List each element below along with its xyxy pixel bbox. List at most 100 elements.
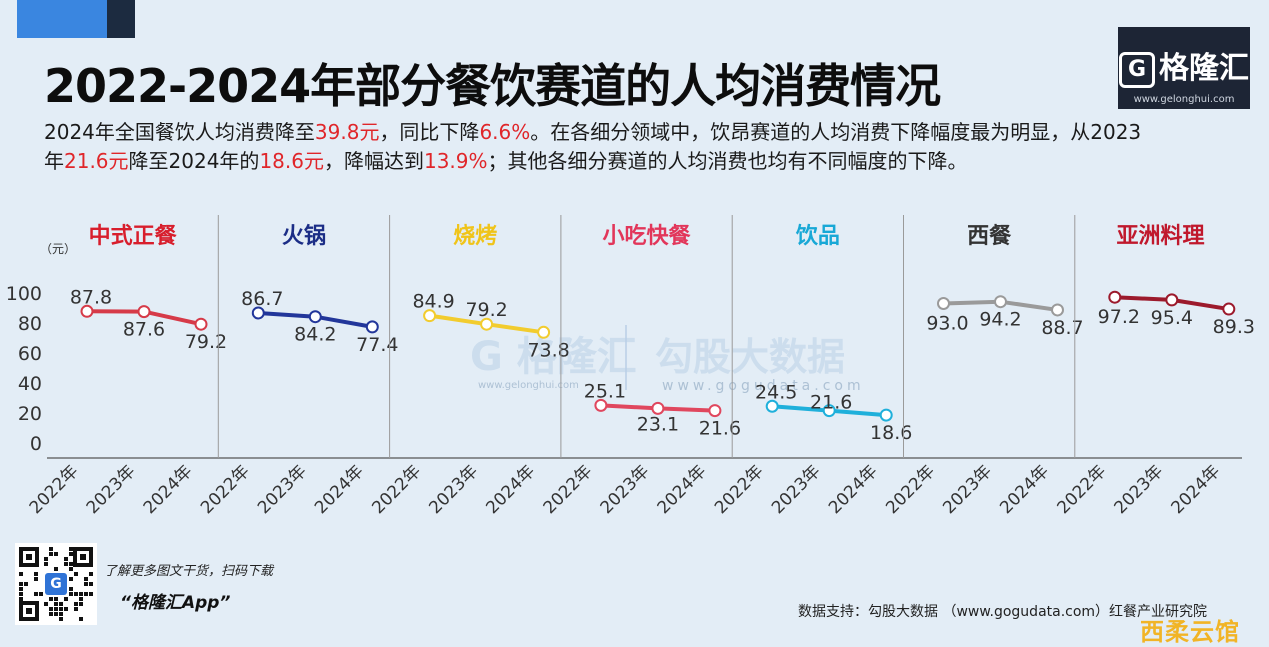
x-tick-label: 2022年 (368, 461, 425, 518)
series-name: 中式正餐 (89, 224, 178, 249)
qr-module (34, 572, 38, 576)
qr-module (64, 607, 68, 611)
watermark-brand-url: www.gelonghui.com (478, 380, 579, 391)
x-tick-label: 2024年 (825, 461, 882, 518)
y-tick-label: 0 (30, 433, 42, 455)
data-source: 数据支持：勾股大数据 （www.gogudata.com）红餐产业研究院 (798, 604, 1208, 620)
x-tick-label: 2023年 (83, 461, 140, 518)
qr-module (54, 602, 58, 606)
summary-highlight: 21.6元 (64, 149, 129, 173)
x-tick-label: 2023年 (768, 461, 825, 518)
data-point (423, 309, 437, 323)
y-tick-label: 80 (18, 313, 42, 335)
x-tick-label: 2024年 (311, 461, 368, 518)
data-label: 23.1 (637, 413, 679, 435)
qr-module (84, 592, 88, 596)
data-point (879, 408, 893, 422)
qr-module (64, 557, 68, 561)
qr-module (49, 552, 53, 556)
qr-finder-core (26, 554, 32, 560)
qr-module (54, 607, 58, 611)
logo-name: 格隆汇 (1159, 51, 1249, 86)
data-point (765, 399, 779, 413)
summary-text: ，同比下降 (379, 120, 480, 144)
watermark-brand: G 格隆汇 (470, 334, 637, 380)
qr-module (74, 602, 78, 606)
data-point (822, 404, 836, 418)
series-name: 亚洲料理 (1116, 224, 1204, 249)
series-name: 饮品 (795, 224, 840, 249)
data-point (594, 398, 608, 412)
qr-module (79, 597, 83, 601)
data-label: 94.2 (979, 309, 1021, 331)
data-point (251, 306, 265, 320)
qr-module (44, 562, 48, 566)
data-point (994, 295, 1007, 309)
series-name: 火锅 (282, 223, 326, 249)
data-label: 97.2 (1098, 306, 1140, 328)
data-label: 88.7 (1041, 317, 1083, 339)
data-point (137, 305, 151, 319)
qr-module (59, 617, 63, 621)
data-label: 87.6 (123, 319, 165, 341)
data-point (537, 325, 551, 339)
data-label: 79.2 (465, 299, 507, 321)
x-tick-label: 2022年 (197, 461, 254, 518)
qr-module (49, 612, 53, 616)
data-label: 24.5 (755, 381, 797, 403)
y-tick-label: 60 (18, 343, 42, 365)
data-point (708, 404, 722, 418)
qr-module (84, 582, 88, 586)
qr-finder-core (80, 554, 86, 560)
data-label: 25.1 (584, 380, 626, 402)
x-tick-label: 2023年 (425, 461, 482, 518)
data-point (480, 317, 494, 331)
x-tick-label: 2023年 (254, 461, 311, 518)
qr-module (69, 562, 73, 566)
qr-module (89, 592, 93, 596)
x-tick-label: 2022年 (1054, 461, 1111, 518)
summary-text: ；其他各细分赛道的人均消费也均有不同幅度的下降。 (487, 149, 968, 173)
data-label: 21.6 (810, 392, 852, 414)
qr-module (74, 572, 78, 576)
chart-title: 2022-2024年部分餐饮赛道的人均消费情况 (44, 59, 941, 113)
qr-module (19, 582, 23, 586)
qr-code[interactable]: G (15, 543, 97, 625)
qr-module (19, 597, 23, 601)
qr-module (84, 577, 88, 581)
qr-module (74, 607, 78, 611)
data-point (1051, 303, 1064, 317)
qr-module (69, 567, 73, 571)
x-tick-label: 2022年 (711, 461, 768, 518)
data-label: 87.8 (70, 286, 112, 308)
data-label: 95.4 (1151, 307, 1193, 329)
qr-module (39, 592, 43, 596)
data-label: 86.7 (241, 288, 283, 310)
qr-module (59, 602, 63, 606)
qr-module (54, 597, 58, 601)
summary-highlight: 6.6% (479, 120, 531, 144)
summary-text: 。在各细分领域中，饮昂赛道的人均消费下降幅度最为明显，从2023年 (44, 120, 1142, 173)
data-point (308, 310, 322, 324)
y-unit-label: （元） (40, 242, 76, 256)
qr-module (34, 592, 38, 596)
qr-module (69, 547, 73, 551)
qr-module (19, 587, 23, 591)
x-tick-label: 2023年 (939, 461, 996, 518)
qr-module (74, 592, 78, 596)
x-tick-label: 2022年 (882, 461, 939, 518)
data-point (1222, 302, 1236, 316)
qr-module (44, 602, 48, 606)
x-tick-label: 2024年 (1168, 461, 1225, 518)
qr-module (44, 557, 48, 561)
x-tick-label: 2024年 (654, 461, 711, 518)
data-label: 77.4 (356, 334, 398, 356)
series-name: 烧烤 (453, 223, 497, 249)
data-label: 21.6 (699, 418, 741, 440)
summary-highlight: 39.8元 (314, 120, 380, 144)
summary-highlight: 18.6元 (259, 149, 324, 173)
promo-text: 了解更多图文干货，扫码下载 (104, 564, 274, 579)
series-name: 小吃快餐 (603, 223, 692, 249)
qr-module (59, 612, 63, 616)
qr-module (64, 597, 68, 601)
